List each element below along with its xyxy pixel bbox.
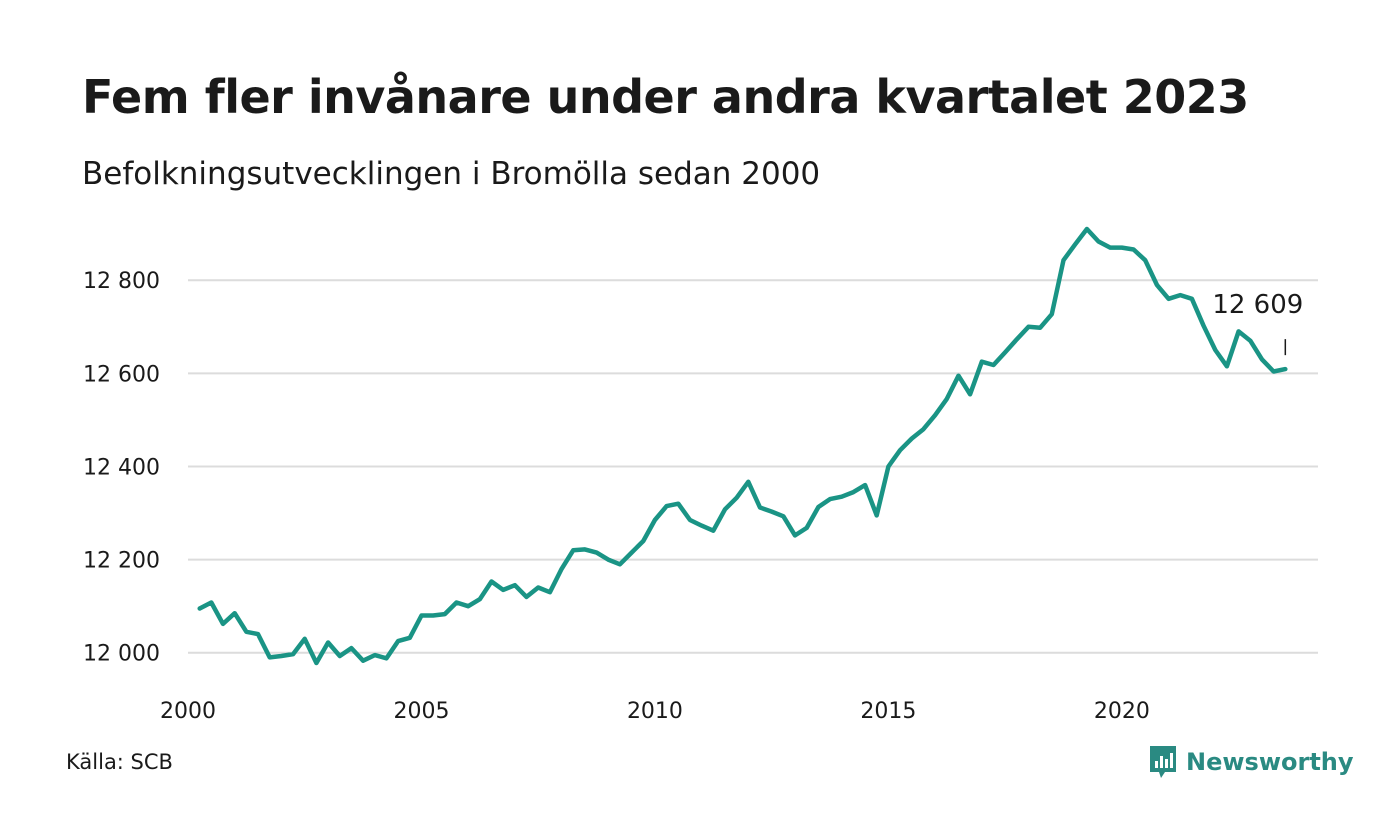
gridlines — [188, 279, 1318, 654]
brand-name: Newsworthy — [1186, 748, 1354, 776]
y-tick-label: 12 800 — [83, 269, 160, 294]
end-value-annotation: 12 609 — [1212, 290, 1303, 356]
y-tick-label: 12 400 — [83, 455, 160, 480]
y-tick-label: 12 200 — [83, 549, 160, 574]
x-tick-label: 2010 — [627, 699, 683, 724]
y-tick-label: 12 000 — [83, 642, 160, 667]
brand-logo: Newsworthy — [1148, 744, 1354, 780]
newsworthy-logo-icon — [1150, 746, 1176, 778]
chart-subtitle: Befolkningsutvecklingen i Bromölla sedan… — [82, 156, 821, 192]
source-note: Källa: SCB — [66, 750, 173, 774]
chart-title: Fem fler invånare under andra kvartalet … — [82, 70, 1249, 124]
y-axis-ticks: 12 000 12 200 12 400 12 600 12 800 — [83, 269, 160, 667]
x-tick-label: 2020 — [1094, 699, 1150, 724]
x-tick-label: 2000 — [160, 699, 216, 724]
end-value-label: 12 609 — [1212, 290, 1303, 320]
y-tick-label: 12 600 — [83, 362, 160, 387]
series-group — [197, 226, 1288, 666]
x-tick-label: 2015 — [860, 699, 916, 724]
series-line — [197, 226, 1288, 666]
x-tick-label: 2005 — [393, 699, 449, 724]
x-axis-ticks: 2000 2005 2010 2015 2020 — [160, 699, 1150, 724]
